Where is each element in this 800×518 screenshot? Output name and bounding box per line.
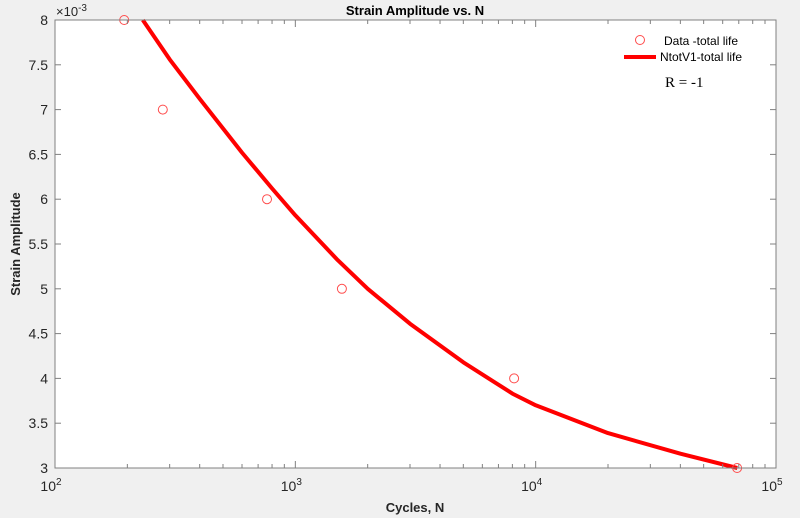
y-tick-label: 7 <box>40 102 48 118</box>
fit-curve-line <box>141 18 738 470</box>
y-tick-label: 8 <box>40 12 48 28</box>
legend-label-data: Data -total life <box>664 34 738 48</box>
legend-label-fit: NtotV1-total life <box>660 50 742 64</box>
annotation-r-ratio: R = -1 <box>665 75 703 91</box>
data-point <box>336 283 347 294</box>
data-point <box>157 104 168 115</box>
data-point <box>262 194 272 205</box>
y-axis-title: Strain Amplitude <box>8 192 23 296</box>
y-tick-label: 4 <box>40 370 48 386</box>
y-tick-label: 3 <box>40 460 48 476</box>
y-tick-label: 5.5 <box>29 236 49 252</box>
y-exponent-label: ×10-3 <box>56 3 87 19</box>
x-tick-label: 103 <box>281 477 303 494</box>
y-tick-label: 5 <box>40 281 48 297</box>
y-tick-label: 6 <box>40 191 48 207</box>
axes: 3 3.5 4 4.5 5 5.5 6 6.5 7 7.5 8 102 103 104 105 <box>29 12 783 494</box>
x-tick-label: 102 <box>40 477 62 494</box>
chart-title: Strain Amplitude vs. N <box>346 3 484 18</box>
legend: Data -total life NtotV1-total life <box>624 34 742 64</box>
data-point <box>509 373 520 384</box>
fit-curve <box>141 18 738 470</box>
y-tick-label: 4.5 <box>29 326 49 342</box>
plot-area <box>55 20 776 468</box>
y-tick-label: 3.5 <box>29 415 49 431</box>
legend-circle-marker-icon <box>635 35 645 45</box>
x-axis-title: Cycles, N <box>386 500 445 515</box>
y-tick-label: 7.5 <box>29 57 49 73</box>
x-tick-label: 105 <box>761 477 783 494</box>
y-tick-label: 6.5 <box>29 146 49 162</box>
x-tick-label: 104 <box>521 477 543 494</box>
